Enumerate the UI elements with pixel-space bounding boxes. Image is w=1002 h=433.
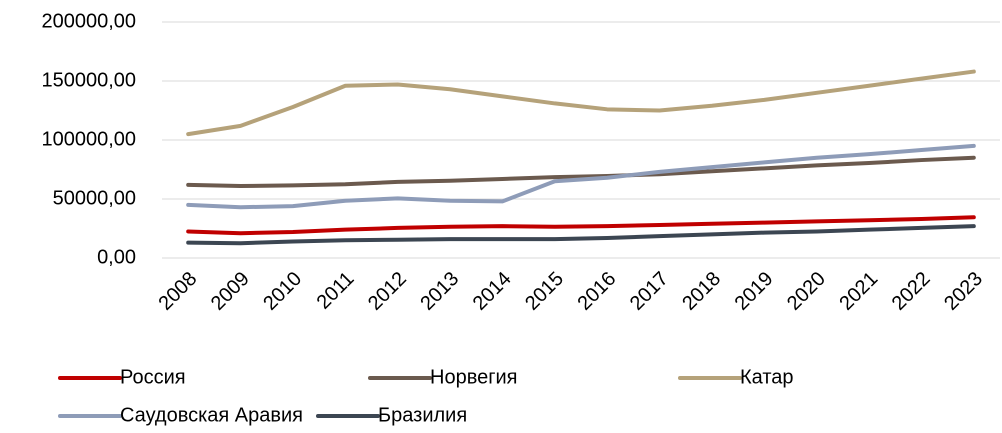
x-tick-label: 2008 bbox=[154, 268, 201, 315]
x-tick-label: 2014 bbox=[469, 268, 516, 315]
y-tick-label: 100000,00 bbox=[41, 128, 136, 150]
legend-label: Россия bbox=[120, 366, 186, 388]
y-tick-label: 200000,00 bbox=[41, 10, 136, 32]
x-tick-label: 2018 bbox=[678, 268, 725, 315]
x-tick-label: 2020 bbox=[783, 268, 830, 315]
legend-label: Бразилия bbox=[378, 404, 467, 426]
series-line bbox=[186, 155, 976, 189]
y-tick-label: 0,00 bbox=[97, 246, 136, 268]
y-tick-label: 150000,00 bbox=[41, 69, 136, 91]
legend-label: Саудовская Аравия bbox=[120, 404, 303, 426]
x-tick-label: 2013 bbox=[416, 268, 463, 315]
x-tick-label: 2009 bbox=[207, 268, 254, 315]
x-tick-label: 2023 bbox=[940, 268, 987, 315]
x-tick-label: 2016 bbox=[573, 268, 620, 315]
legend-label: Катар bbox=[740, 366, 794, 388]
series-line bbox=[186, 215, 976, 236]
x-tick-label: 2011 bbox=[313, 268, 359, 314]
x-tick-label: 2012 bbox=[364, 268, 411, 315]
x-tick-label: 2019 bbox=[731, 268, 778, 315]
y-tick-label: 50000,00 bbox=[53, 187, 136, 209]
x-tick-label: 2017 bbox=[626, 268, 673, 315]
x-tick-label: 2015 bbox=[521, 268, 568, 315]
x-tick-label: 2010 bbox=[259, 268, 306, 315]
x-tick-label: 2022 bbox=[888, 268, 935, 315]
series-line bbox=[186, 69, 976, 137]
x-tick-label: 2021 bbox=[835, 268, 882, 315]
series-line bbox=[186, 224, 976, 246]
series-line bbox=[186, 143, 976, 210]
legend-label: Норвегия bbox=[430, 366, 518, 388]
